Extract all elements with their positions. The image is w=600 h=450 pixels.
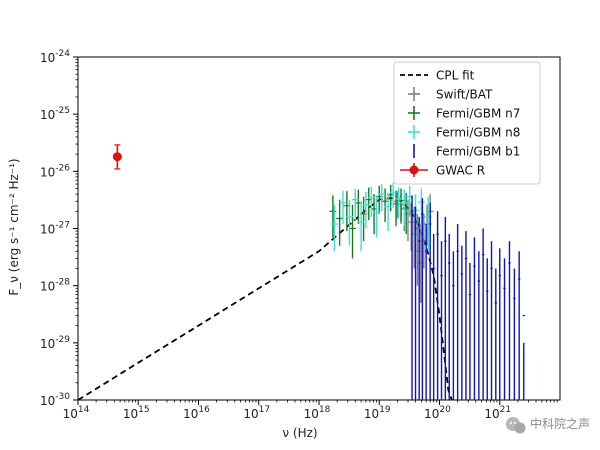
- y-tick-label: 10-26: [40, 163, 70, 179]
- y-tick-label: 10-29: [40, 335, 70, 351]
- legend-label: Swift/BAT: [436, 88, 493, 102]
- y-axis-ticks: 10-30 10-29 10-28 10-27 10-26 10-25 10-24: [40, 49, 78, 408]
- x-tick-label: 1014: [63, 405, 90, 421]
- legend-swatch: [409, 165, 419, 175]
- series-gwac-r: [112, 144, 122, 170]
- watermark: 中科院之声: [506, 416, 590, 434]
- plot-area: [77, 56, 561, 401]
- y-tick-label: 10-24: [40, 49, 70, 65]
- y-axis-label: F_ν (erg s⁻¹ cm⁻² Hz⁻¹): [7, 158, 21, 295]
- gwac-marker: [112, 152, 122, 162]
- watermark-text: 中科院之声: [530, 416, 590, 431]
- legend-item: CPL fit: [400, 69, 475, 83]
- legend-item: Swift/BAT: [408, 87, 493, 102]
- wechat-logo-icon: [506, 417, 526, 434]
- x-axis-label: ν (Hz): [282, 426, 317, 440]
- legend-item: Fermi/GBM b1: [413, 144, 520, 159]
- data-layer: [78, 144, 525, 400]
- legend-item: GWAC R: [400, 163, 485, 178]
- y-tick-label: 10-30: [40, 392, 70, 408]
- x-tick-label: 1018: [304, 405, 331, 421]
- series-fermi-gbm-n8: [330, 182, 432, 252]
- cpl-fit-line: [78, 197, 453, 400]
- y-tick-label: 10-27: [40, 221, 70, 237]
- legend-label: Fermi/GBM b1: [436, 145, 520, 159]
- legend: CPL fit Swift/BAT Fermi/GBM n7 Fermi/GBM n8…: [393, 61, 541, 185]
- legend-label: GWAC R: [436, 164, 485, 178]
- legend-label: CPL fit: [436, 69, 475, 83]
- x-tick-label: 1017: [243, 405, 270, 421]
- legend-label: Fermi/GBM n7: [436, 107, 520, 121]
- legend-label: Fermi/GBM n8: [436, 126, 520, 140]
- x-tick-label: 1015: [123, 405, 150, 421]
- legend-box: [393, 61, 541, 185]
- x-tick-label: 1021: [484, 405, 511, 421]
- x-tick-label: 1020: [424, 405, 451, 421]
- y-tick-label: 10-28: [40, 278, 70, 294]
- x-axis-ticks: 1014 1015 1016 1017 1018 1019 1020 1021: [63, 400, 558, 421]
- legend-item: Fermi/GBM n8: [408, 125, 520, 140]
- legend-item: Fermi/GBM n7: [408, 106, 520, 121]
- x-tick-label: 1016: [183, 405, 210, 421]
- series-fermi-gbm-b1: [410, 195, 525, 400]
- series-cpl-fit: [78, 197, 453, 400]
- y-tick-label: 10-25: [40, 106, 70, 122]
- x-tick-label: 1019: [364, 405, 391, 421]
